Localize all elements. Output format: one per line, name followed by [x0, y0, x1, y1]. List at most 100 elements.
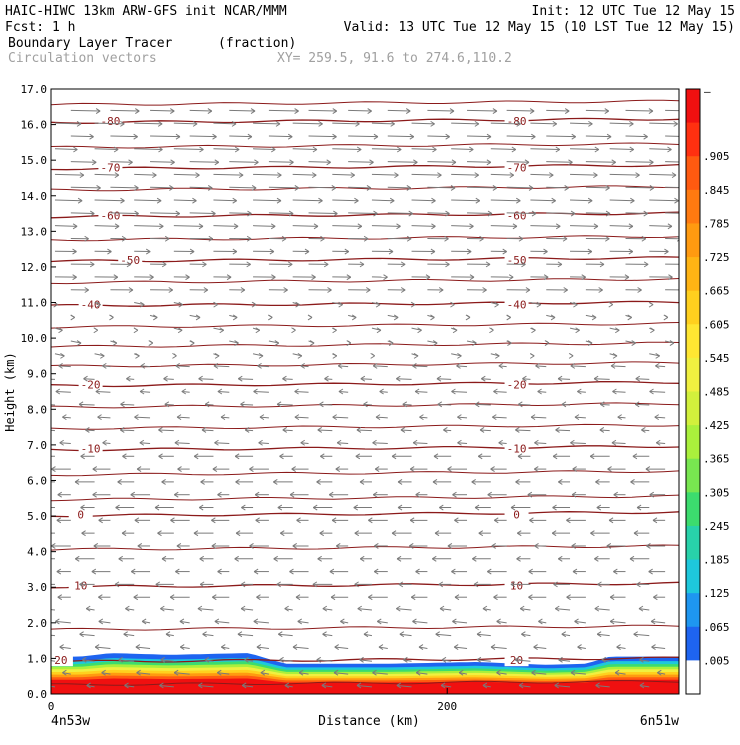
colorbar-swatch — [686, 257, 700, 291]
header-init: Init: 12 UTC Tue 12 May 15 — [532, 4, 736, 19]
y-tick-label: 8.0 — [27, 403, 47, 416]
vector-arrow — [269, 213, 293, 214]
vector-arrow — [571, 366, 586, 367]
y-tick-label: 7.0 — [27, 439, 47, 452]
vector-arrow — [229, 136, 252, 137]
vector-arrow — [150, 162, 175, 163]
vector-arrow — [229, 162, 258, 163]
vector-arrow — [150, 187, 173, 188]
vector-arrow — [110, 110, 139, 111]
vector-arrow — [213, 226, 238, 227]
vector-arrow — [451, 200, 480, 201]
vector-arrow — [229, 187, 256, 188]
vector-arrow — [388, 187, 411, 188]
vector-arrow — [95, 226, 119, 227]
vector-arrow — [214, 443, 229, 444]
colorbar-swatch — [686, 190, 700, 224]
vector-arrow — [491, 123, 521, 124]
colorbar-swatch — [686, 526, 700, 560]
vector-arrow — [372, 174, 399, 175]
vector-arrow — [253, 123, 280, 124]
vector-arrow — [649, 174, 676, 175]
y-tick-label: 16.0 — [21, 119, 48, 132]
colorbar-swatch — [686, 392, 700, 426]
vector-arrow — [427, 136, 449, 137]
colorbar-label: .425 — [703, 419, 730, 432]
vector-arrow — [412, 366, 427, 367]
contour-label: 10 — [74, 579, 87, 592]
vector-arrow — [269, 162, 294, 163]
field-name: Boundary Layer Tracer — [8, 36, 173, 51]
vector-arrow — [507, 136, 536, 137]
vector-arrow — [586, 136, 611, 137]
vector-arrow — [427, 187, 455, 188]
vector-arrow — [396, 379, 411, 380]
contour-label: -50 — [507, 254, 527, 267]
vector-arrow — [372, 149, 401, 150]
y-axis-label: Height (km) — [3, 352, 17, 431]
vector-arrow — [332, 200, 358, 201]
vector-arrow — [626, 162, 654, 163]
colorbar-label: .305 — [703, 486, 730, 499]
vector-arrow — [190, 213, 216, 214]
vector-arrow — [213, 149, 239, 150]
vector-arrow — [626, 136, 648, 137]
vector-arrow — [277, 404, 293, 405]
vector-arrow — [372, 200, 394, 201]
x-tick-label: 0 — [48, 700, 55, 713]
vector-arrow — [110, 213, 138, 214]
vector-arrow — [467, 110, 497, 111]
vector-arrow — [612, 443, 626, 444]
vector-arrow — [451, 226, 473, 227]
vector-arrow — [95, 174, 119, 175]
vector-arrow — [530, 226, 560, 227]
vector-arrow — [309, 110, 337, 111]
vector-arrow — [134, 174, 156, 175]
x-start-label: 4n53w — [51, 714, 90, 729]
vector-arrow — [269, 136, 292, 137]
vector-arrow — [491, 149, 516, 150]
vector-arrow — [611, 366, 625, 367]
colorbar-swatch — [686, 627, 700, 661]
contour-label: -20 — [507, 378, 527, 391]
y-tick-label: 1.0 — [27, 652, 47, 665]
vector-arrow — [636, 379, 650, 380]
contour-label: -10 — [81, 442, 101, 455]
y-tick-label: 14.0 — [21, 190, 48, 203]
vector-arrow — [546, 162, 572, 163]
vector-arrowhead — [47, 657, 51, 662]
vector-arrow — [293, 226, 318, 227]
vector-arrow — [586, 162, 616, 163]
vector-arrowhead — [682, 287, 686, 292]
vector-arrow — [110, 162, 132, 163]
vector-arrow — [71, 187, 101, 188]
colorbar-swatch — [686, 492, 700, 526]
vector-arrow — [295, 417, 309, 418]
vector-arrow — [586, 213, 610, 214]
vector-arrow — [238, 379, 253, 380]
contour-label: -40 — [81, 298, 101, 311]
vector-arrow — [649, 200, 678, 201]
colorbar-label: .545 — [703, 352, 730, 365]
vector-arrow — [451, 149, 473, 150]
vector-arrow — [388, 162, 418, 163]
vector-arrow — [253, 200, 281, 201]
vector-arrow — [372, 226, 401, 227]
vector-arrow — [586, 187, 610, 188]
vector-arrow — [174, 123, 197, 124]
contour-label: -10 — [507, 442, 527, 455]
colorbar-swatch — [686, 459, 700, 493]
vector-arrow — [412, 200, 436, 201]
vector-arrowhead — [37, 531, 41, 536]
vector-arrowhead — [47, 427, 51, 432]
vector-arrow — [546, 110, 569, 111]
vector-arrow — [190, 136, 217, 137]
vector-arrow — [134, 200, 161, 201]
vector-arrow — [491, 200, 520, 201]
vector-arrow — [530, 123, 556, 124]
vector-arrow — [79, 404, 94, 405]
vector-arrow — [55, 123, 81, 124]
vector-arrow — [309, 213, 338, 214]
vector-arrow — [530, 149, 559, 150]
